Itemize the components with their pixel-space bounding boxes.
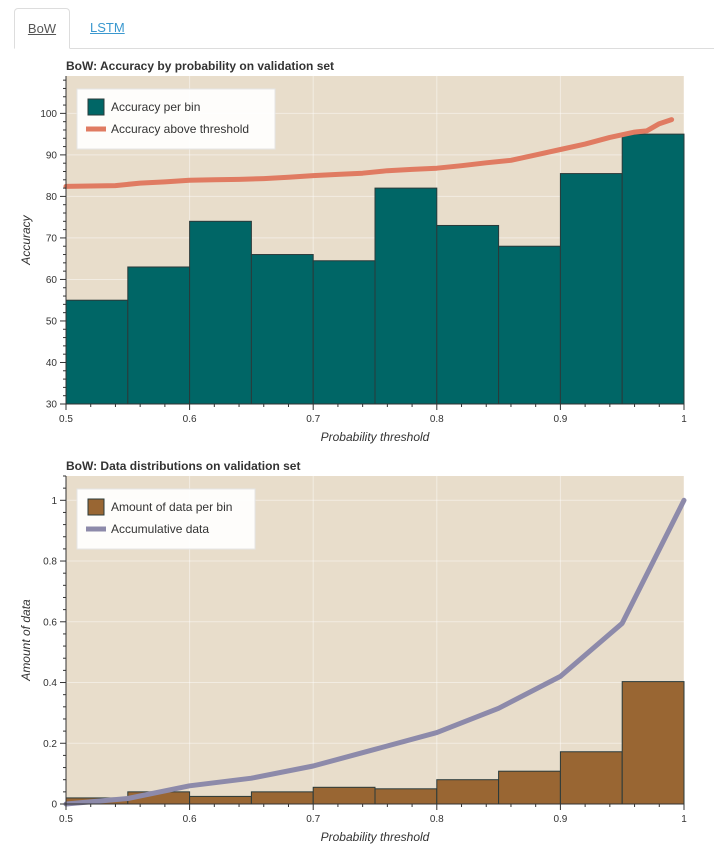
- tab-lstm[interactable]: LSTM: [90, 20, 125, 35]
- legend: Amount of data per bin Accumulative data: [76, 488, 256, 550]
- y-tick-label: 90: [46, 150, 58, 161]
- y-tick-label: 100: [40, 109, 57, 120]
- bar: [312, 786, 376, 805]
- bar: [559, 751, 623, 805]
- series-line: [63, 117, 675, 189]
- bar: [189, 220, 252, 405]
- chart-accuracy: BoW: Accuracy by probability on validati…: [19, 59, 687, 444]
- y-tick-label: 0: [51, 800, 57, 811]
- bar: [374, 788, 438, 805]
- legend: Accuracy per bin Accuracy above threshold: [76, 88, 276, 150]
- y-axis-label: Accuracy: [19, 214, 33, 265]
- x-tick-label: 0.7: [306, 814, 320, 825]
- bar: [621, 133, 685, 405]
- y-tick-label: 60: [46, 275, 58, 286]
- bar: [189, 795, 252, 805]
- y-tick-label: 1: [51, 496, 57, 507]
- tab-bow[interactable]: BoW: [14, 8, 70, 49]
- bar: [127, 266, 191, 405]
- y-tick-label: 0.8: [43, 557, 57, 568]
- legend-label: Accuracy per bin: [111, 100, 200, 114]
- y-tick-label: 0.2: [43, 739, 57, 750]
- x-axis-label: Probability threshold: [321, 830, 430, 844]
- x-tick-label: 0.9: [553, 814, 567, 825]
- x-tick-label: 1: [681, 814, 687, 825]
- x-tick-label: 0.7: [306, 414, 320, 425]
- bar: [250, 254, 314, 405]
- legend-label: Amount of data per bin: [111, 500, 232, 514]
- bar: [436, 224, 500, 405]
- y-tick-label: 0.6: [43, 617, 57, 628]
- x-tick-label: 0.9: [553, 414, 567, 425]
- x-tick-label: 1: [681, 414, 687, 425]
- y-tick-label: 50: [46, 316, 58, 327]
- bar: [559, 173, 623, 405]
- y-tick-label: 80: [46, 192, 58, 203]
- bar: [65, 299, 129, 405]
- chart-data: BoW: Data distributions on validation se…: [19, 459, 687, 844]
- legend-label: Accuracy above threshold: [111, 122, 249, 136]
- y-tick-label: 70: [46, 233, 58, 244]
- x-tick-label: 0.8: [430, 414, 444, 425]
- x-axis-label: Probability threshold: [321, 430, 430, 444]
- x-tick-label: 0.5: [59, 414, 73, 425]
- chart-title: BoW: Data distributions on validation se…: [66, 459, 300, 473]
- bar: [498, 770, 561, 805]
- bar: [436, 779, 500, 805]
- bar: [621, 681, 685, 805]
- y-tick-label: 40: [46, 358, 58, 369]
- legend-box: [76, 88, 276, 150]
- y-tick-label: 0.4: [43, 678, 57, 689]
- bar: [312, 260, 376, 405]
- tab-bar: BoW LSTM: [14, 8, 714, 49]
- legend-label: Accumulative data: [111, 522, 209, 536]
- x-tick-label: 0.8: [430, 814, 444, 825]
- legend-swatch-bar: [87, 98, 105, 116]
- bar: [498, 245, 561, 405]
- x-tick-label: 0.6: [183, 814, 197, 825]
- series-line: [63, 497, 687, 807]
- bar: [250, 791, 314, 805]
- bar: [374, 187, 438, 405]
- x-tick-label: 0.6: [183, 414, 197, 425]
- legend-box: [76, 488, 256, 550]
- x-tick-label: 0.5: [59, 814, 73, 825]
- y-axis-label: Amount of data: [19, 599, 33, 682]
- legend-swatch-bar: [87, 498, 105, 516]
- chart-title: BoW: Accuracy by probability on validati…: [66, 59, 334, 73]
- y-tick-label: 30: [46, 400, 58, 411]
